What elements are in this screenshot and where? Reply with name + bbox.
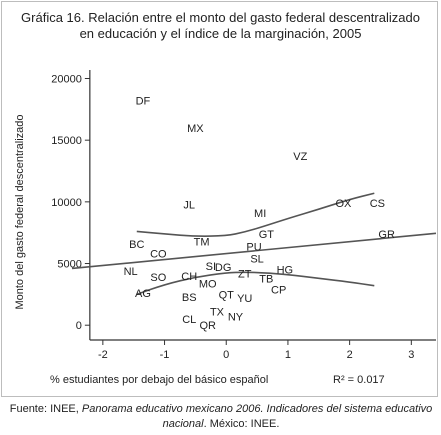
r-squared-annotation: R² = 0.017: [333, 374, 385, 386]
source-title-italic: Panorama educativo mexicano 2006. Indica…: [81, 403, 433, 415]
y-tick-label-10000: 10000: [51, 197, 82, 209]
point-label-bs: BS: [182, 292, 197, 304]
source-title-italic-2: nacional: [162, 418, 204, 430]
x-tick-label--2: -2: [98, 349, 108, 361]
y-axis-label: Monto del gasto federal descentralizado: [14, 114, 26, 309]
point-label-jl: JL: [183, 199, 195, 211]
point-label-yu: YU: [237, 293, 252, 305]
confidence-lower-curve: [136, 271, 375, 296]
chart-figure: Gráfica 16. Relación entre el monto del …: [1, 1, 438, 397]
x-tick-label-0: 0: [223, 349, 229, 361]
scatter-plot: 0 5000 10000 15000 20000 -2 -1 0 1 2 3 Monto del ga…: [14, 70, 437, 386]
x-tick-label-2: 2: [347, 349, 353, 361]
point-label-cp: CP: [271, 284, 286, 296]
y-tick-label-5000: 5000: [57, 259, 81, 271]
point-label-tb: TB: [259, 273, 273, 285]
point-label-ch: CH: [181, 271, 197, 283]
point-label-gt: GT: [259, 229, 275, 241]
point-label-df: DF: [136, 96, 151, 108]
point-label-mi: MI: [254, 208, 266, 220]
point-label-ag: AG: [135, 288, 151, 300]
point-label-zt: ZT: [238, 268, 252, 280]
x-tick-label-3: 3: [408, 349, 414, 361]
point-label-dg: DG: [215, 262, 232, 274]
point-label-sl: SL: [250, 254, 263, 266]
point-label-bc: BC: [129, 239, 144, 251]
chart-title: Gráfica 16. Relación entre el monto del …: [2, 10, 439, 42]
point-label-mx: MX: [187, 123, 204, 135]
point-label-ny: NY: [228, 312, 244, 324]
point-label-pu: PU: [246, 241, 261, 253]
point-label-cl: CL: [182, 314, 196, 326]
point-label-gr: GR: [378, 229, 395, 241]
trend-line: [71, 232, 437, 270]
x-axis-label: % estudiantes por debajo del básico espa…: [50, 374, 268, 386]
confidence-upper-curve: [136, 192, 375, 237]
point-label-nl: NL: [124, 266, 138, 278]
source-note: Fuente: INEE, Panorama educativo mexican…: [6, 402, 436, 432]
point-label-ox: OX: [336, 198, 353, 210]
chart-title-line-1: Gráfica 16. Relación entre el monto del …: [21, 10, 420, 25]
x-tick-label-1: 1: [285, 349, 291, 361]
y-tick-label-20000: 20000: [51, 74, 82, 86]
x-tick-label--1: -1: [160, 349, 170, 361]
point-label-mo: MO: [199, 278, 217, 290]
point-label-co: CO: [150, 249, 167, 261]
point-label-tm: TM: [194, 236, 210, 248]
point-label-qt: QT: [219, 289, 235, 301]
point-label-qr: QR: [199, 320, 216, 332]
point-label-so: SO: [150, 272, 166, 284]
point-label-si: SI: [206, 261, 216, 273]
y-tick-label-15000: 15000: [51, 135, 82, 147]
chart-title-line-2: en educación y el índice de la marginaci…: [79, 26, 362, 41]
point-label-cs: CS: [370, 198, 385, 210]
y-tick-label-0: 0: [76, 320, 82, 332]
point-label-hg: HG: [277, 265, 294, 277]
source-suffix: . México: INEE.: [203, 418, 280, 430]
point-label-vz: VZ: [293, 151, 307, 163]
source-prefix: Fuente: INEE,: [9, 403, 82, 415]
point-label-tx: TX: [210, 307, 225, 319]
